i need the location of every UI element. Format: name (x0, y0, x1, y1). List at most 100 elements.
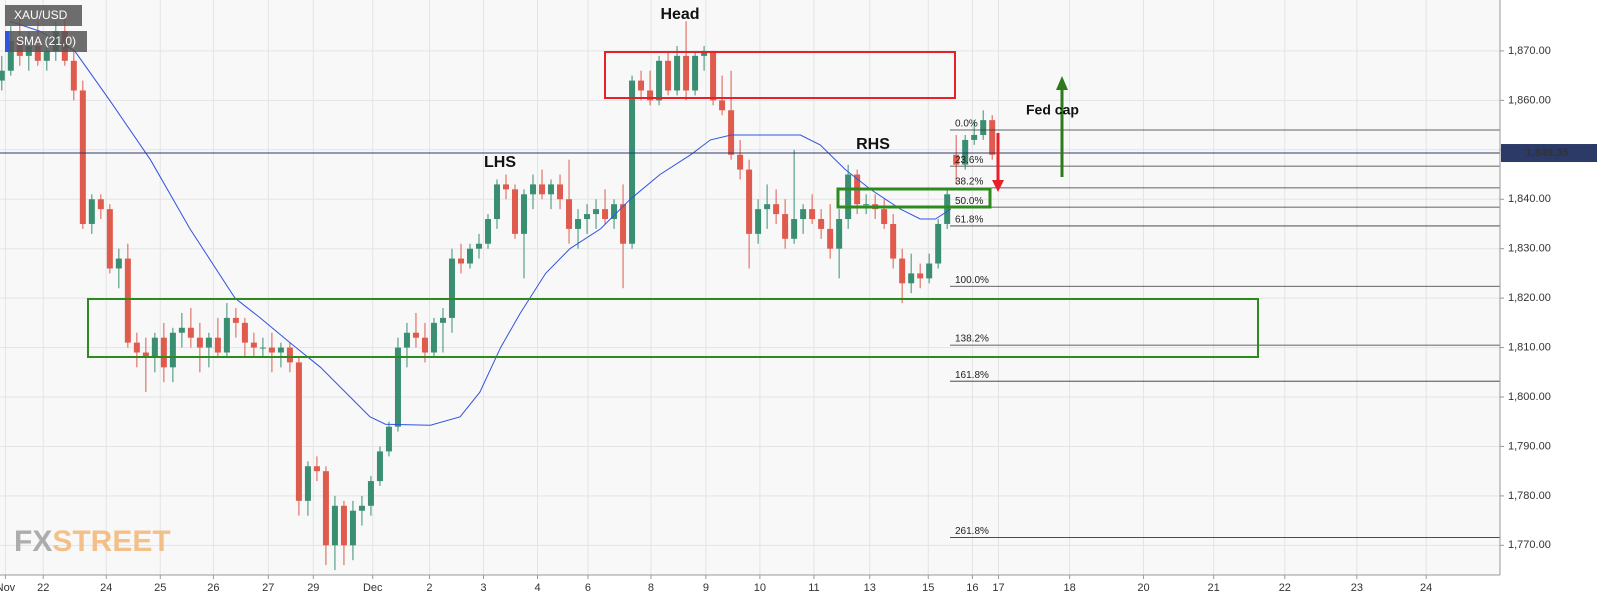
candle-body (115, 258, 122, 269)
candle-body (836, 219, 843, 249)
candle-body (358, 505, 365, 511)
candle-body (683, 55, 690, 91)
y-tick-label: 1,830.00 (1508, 243, 1551, 255)
candle-body (223, 317, 230, 353)
x-tick-label: 27 (262, 582, 274, 594)
x-tick-label: 24 (1420, 582, 1432, 594)
fib-label: 23.6% (955, 155, 983, 166)
candle-body (88, 199, 95, 224)
candle-body (827, 228, 834, 249)
candle-body (953, 154, 960, 165)
candle-body (944, 194, 951, 224)
candle-body (430, 322, 437, 353)
legend-symbol: XAU/USD (14, 8, 68, 22)
candle-body (133, 342, 140, 353)
candle-body (205, 337, 212, 348)
candle-body (304, 466, 311, 501)
candle-body (917, 273, 924, 279)
candle-body (530, 184, 537, 195)
candle-body (232, 317, 239, 323)
candle-body (629, 80, 636, 244)
x-tick-label: 18 (1064, 582, 1076, 594)
candle-body (259, 347, 266, 349)
marks: 0.0% 23.6% 38.2% 50.0% 61.8% 100.0% 138.2% 161.… (0, 11, 1500, 571)
fib-label: 100.0% (955, 275, 989, 286)
x-tick-label: 4 (534, 582, 540, 594)
fib-label: 0.0% (955, 119, 978, 130)
candle-body (160, 337, 167, 368)
candle-body (908, 273, 915, 284)
candle-body (890, 223, 897, 259)
candle-body (169, 332, 176, 368)
candle-body (647, 90, 654, 101)
x-tick-label: 25 (154, 582, 166, 594)
candle-body (475, 243, 482, 249)
x-tick-label: 23 (1351, 582, 1363, 594)
candle-body (503, 184, 510, 190)
x-tick-label: 13 (864, 582, 876, 594)
candle-body (539, 184, 546, 195)
candle-body (43, 50, 50, 61)
logo-fx: FX (14, 525, 52, 558)
candle-body (710, 50, 717, 101)
candle-body (782, 214, 789, 239)
candle-body (728, 110, 735, 155)
head-zone (604, 51, 956, 99)
candle-body (611, 204, 618, 220)
x-tick-label: 9 (703, 582, 709, 594)
candle-body (962, 139, 969, 165)
candle-body (692, 55, 699, 91)
y-tick-label: 1,770.00 (1508, 539, 1551, 551)
candle-body (638, 80, 645, 91)
candle-body (557, 184, 564, 200)
candle-body (755, 209, 762, 234)
candle-body (818, 219, 825, 229)
candle-body (584, 214, 591, 220)
candle-body (187, 327, 194, 338)
candle-body (151, 337, 158, 358)
up-arrow-head (1056, 76, 1068, 90)
candle-body (439, 317, 446, 323)
candle-body (142, 352, 149, 358)
x-tick-label: 6 (585, 582, 591, 594)
annotation: RHS (856, 136, 890, 153)
candle-body (376, 451, 383, 482)
legend-sma: SMA (21,0) (16, 34, 76, 48)
fib-label: 50.0% (955, 196, 983, 207)
x-tick-label: 21 (1208, 582, 1220, 594)
candle-body (845, 174, 852, 220)
fib-label: 261.8% (955, 526, 989, 537)
candle-body (403, 332, 410, 348)
candle-body (313, 466, 320, 472)
candle-body (457, 258, 464, 264)
y-tick-label: 1,820.00 (1508, 292, 1551, 304)
candle-body (286, 347, 293, 363)
legend-box (5, 31, 87, 52)
x-tick-label: 22 (1279, 582, 1291, 594)
candle-body (791, 219, 798, 239)
candle-body (773, 204, 780, 215)
candle-body (268, 347, 275, 353)
x-tick-label: 29 (307, 582, 319, 594)
logo-street: STREET (52, 525, 170, 558)
candle-body (295, 362, 302, 501)
candle-body (548, 184, 555, 195)
candle-body (566, 199, 573, 229)
x-tick-label: 15 (922, 582, 934, 594)
candle-body (250, 342, 257, 348)
price-label: 1,849.35 (1526, 147, 1569, 159)
candle-body (124, 258, 131, 343)
candle-body (809, 209, 816, 220)
down-arrow-head (992, 180, 1004, 192)
x-tick-label: 26 (207, 582, 219, 594)
candle-body (593, 209, 600, 215)
candle-body (385, 426, 392, 452)
candle-body (926, 263, 933, 279)
candle-body (241, 322, 248, 343)
candle-body (493, 184, 500, 220)
x-tick-label: 17 (992, 582, 1004, 594)
x-tick-label: 2 (426, 582, 432, 594)
candle-body (935, 223, 942, 264)
